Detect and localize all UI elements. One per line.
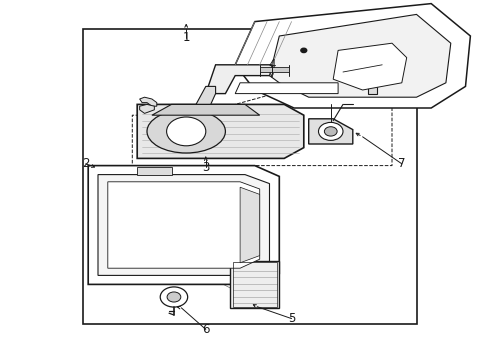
- Bar: [230, 261, 279, 308]
- Polygon shape: [309, 119, 353, 144]
- Polygon shape: [235, 83, 338, 94]
- Bar: [233, 262, 277, 307]
- Bar: [83, 29, 416, 324]
- Circle shape: [167, 117, 206, 146]
- Text: 1: 1: [182, 31, 190, 44]
- Polygon shape: [235, 4, 470, 108]
- Ellipse shape: [147, 110, 225, 153]
- Text: 5: 5: [288, 312, 295, 325]
- Circle shape: [167, 292, 181, 302]
- Text: 4: 4: [268, 58, 276, 71]
- Polygon shape: [333, 43, 407, 90]
- Circle shape: [324, 127, 337, 136]
- Polygon shape: [140, 97, 157, 106]
- Text: 7: 7: [398, 157, 406, 170]
- Polygon shape: [206, 65, 368, 94]
- Polygon shape: [240, 187, 260, 263]
- Polygon shape: [368, 83, 377, 94]
- Text: 6: 6: [202, 323, 210, 336]
- Polygon shape: [108, 182, 260, 268]
- Polygon shape: [152, 104, 260, 115]
- Polygon shape: [140, 104, 154, 113]
- Circle shape: [318, 122, 343, 140]
- Polygon shape: [270, 14, 451, 97]
- Polygon shape: [196, 86, 216, 104]
- Polygon shape: [88, 166, 279, 284]
- Text: 3: 3: [202, 161, 210, 174]
- Polygon shape: [98, 175, 270, 275]
- Polygon shape: [137, 167, 172, 175]
- Polygon shape: [137, 104, 304, 158]
- Bar: [260, 67, 289, 72]
- Circle shape: [160, 287, 188, 307]
- Circle shape: [301, 48, 307, 53]
- Text: 2: 2: [82, 157, 90, 170]
